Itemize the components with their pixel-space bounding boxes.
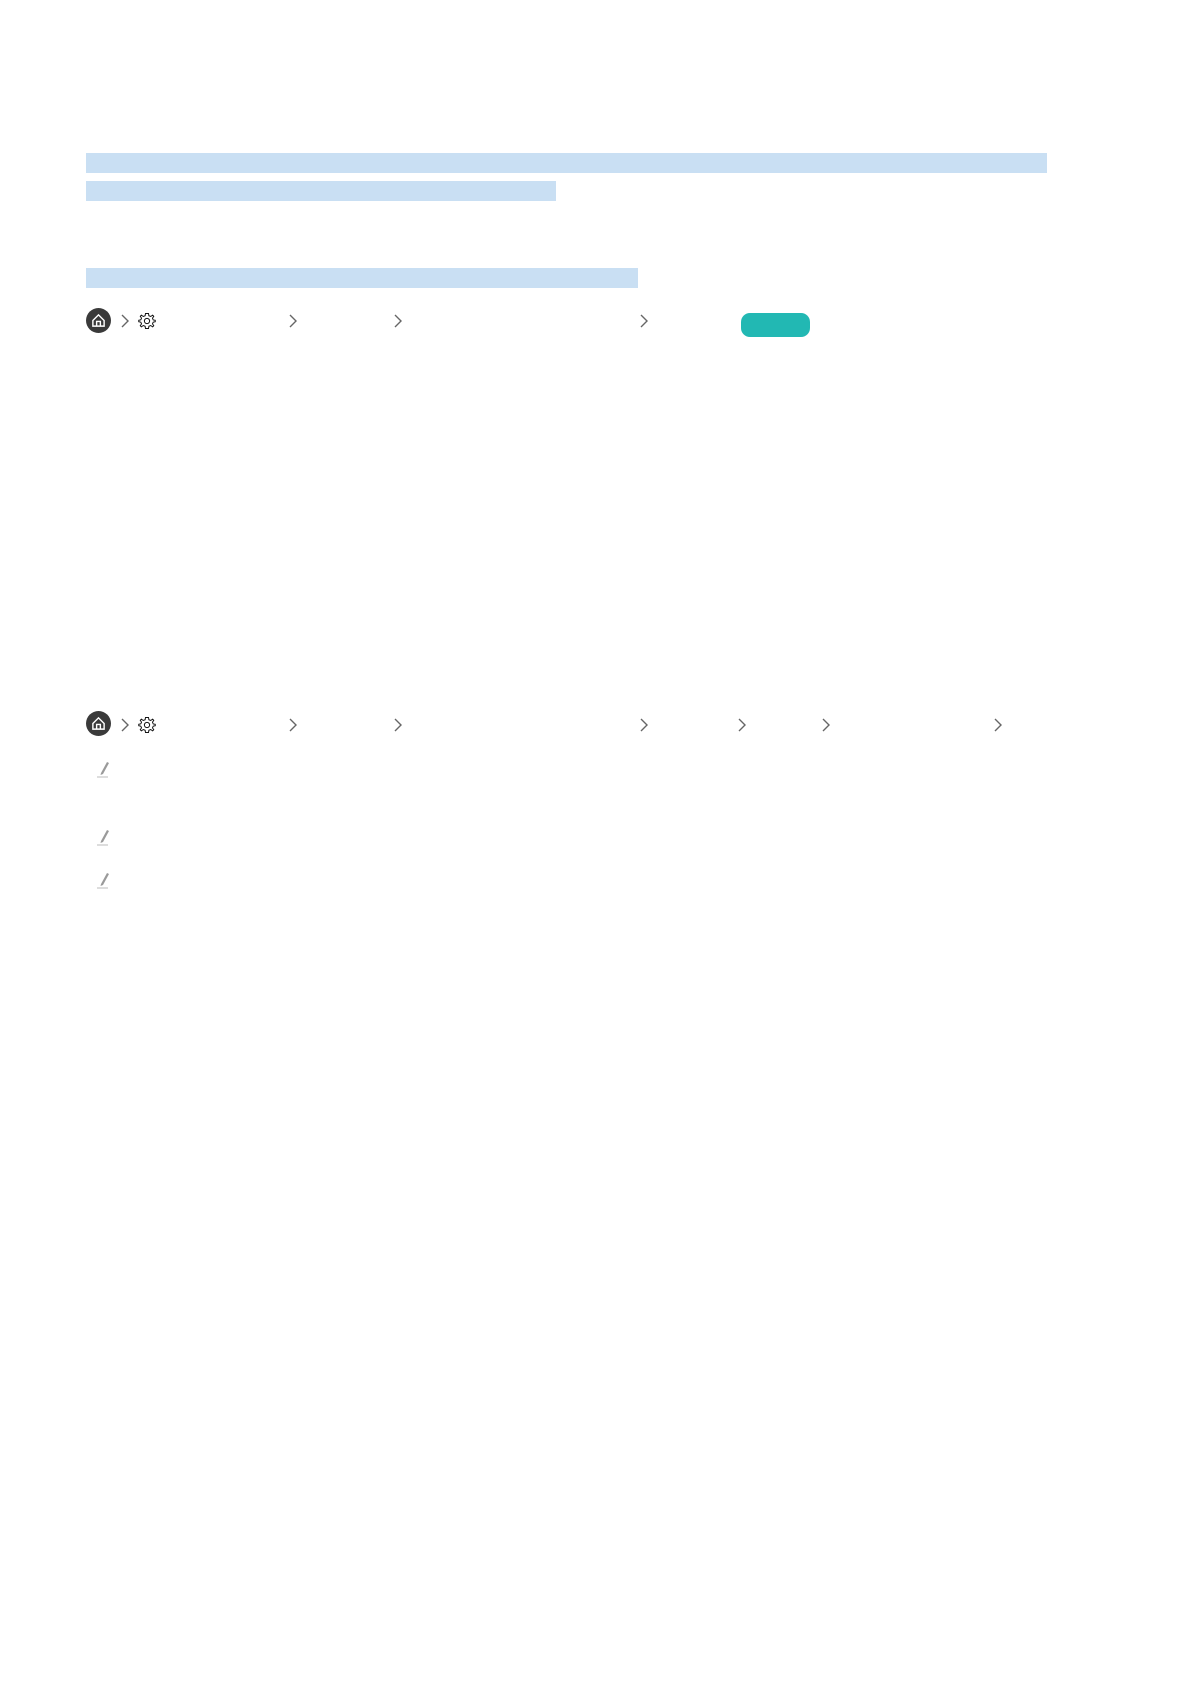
pencil-note-icon xyxy=(97,762,109,778)
subheading-highlight xyxy=(86,268,638,288)
heading-highlight-line-1 xyxy=(86,153,1047,173)
home-icon[interactable] xyxy=(86,711,111,736)
chevron-right-icon xyxy=(640,718,648,732)
chevron-right-icon xyxy=(289,314,297,328)
heading-highlight-line-2 xyxy=(86,181,556,201)
chevron-right-icon xyxy=(994,718,1002,732)
chevron-right-icon xyxy=(394,718,402,732)
chevron-right-icon xyxy=(289,718,297,732)
chevron-right-icon xyxy=(394,314,402,328)
chevron-right-icon xyxy=(738,718,746,732)
pencil-note-icon xyxy=(97,873,109,889)
chevron-right-icon xyxy=(640,314,648,328)
chevron-right-icon xyxy=(121,718,129,732)
pencil-note-icon xyxy=(97,830,109,846)
chevron-right-icon xyxy=(121,314,129,328)
home-icon[interactable] xyxy=(86,308,111,333)
chevron-right-icon xyxy=(822,718,830,732)
try-now-button[interactable] xyxy=(741,313,810,337)
gear-icon[interactable] xyxy=(138,716,156,734)
gear-icon[interactable] xyxy=(138,312,156,330)
